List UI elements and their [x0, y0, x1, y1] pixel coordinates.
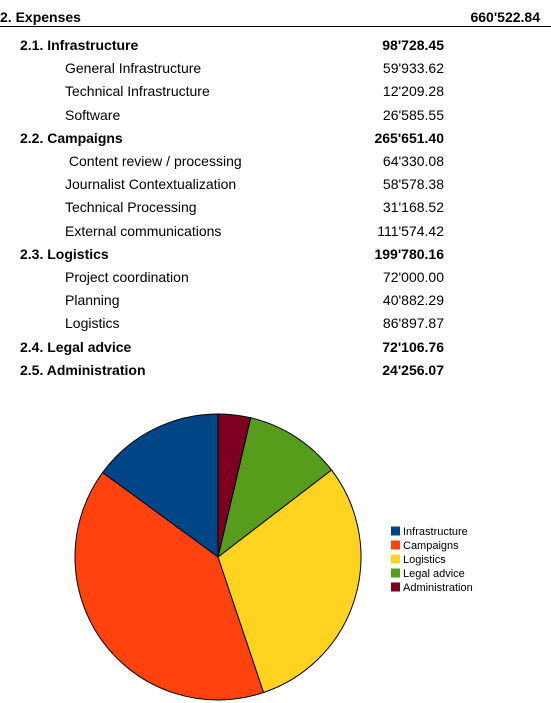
item-label: Project coordination	[65, 269, 189, 285]
legend-label: Administration	[403, 582, 473, 594]
item-value: 12'209.28	[382, 83, 444, 100]
item-value: 86'897.87	[382, 315, 444, 332]
legend-label: Campaigns	[403, 540, 459, 552]
item-label: Journalist Contextualization	[65, 176, 237, 193]
item-label: Technical Infrastructure	[65, 83, 210, 100]
legend-swatch	[391, 540, 400, 550]
section-value: 98'728.45	[382, 37, 444, 53]
section-title: 2. Expenses	[0, 9, 81, 25]
pie-slice	[101, 413, 219, 558]
legend-label: Legal advice	[403, 568, 465, 580]
legend-swatch	[391, 526, 400, 536]
item-value: 58'578.38	[382, 176, 444, 193]
section-label: 2.1. Infrastructure	[20, 37, 139, 53]
item-value: 40'882.29	[382, 292, 444, 309]
section-value: 265'651.40	[374, 129, 444, 146]
section-label: 2.2. Campaigns	[20, 129, 123, 146]
section-total: 660'522.84	[470, 9, 540, 25]
item-value: 26'585.55	[382, 106, 444, 123]
legend-label: Logistics	[403, 554, 446, 566]
item-label: Planning	[65, 292, 120, 309]
item-label: Content review / processing	[65, 153, 242, 169]
rule	[0, 26, 551, 27]
legend-swatch	[391, 554, 400, 564]
section-value: 72'106.76	[382, 338, 444, 355]
item-value: 59'933.62	[382, 60, 444, 77]
item-label: General Infrastructure	[65, 60, 202, 77]
section-value: 24'256.07	[382, 361, 444, 378]
pie-slice	[217, 413, 252, 558]
pie-slice	[74, 471, 265, 701]
item-label: External communications	[65, 222, 222, 239]
item-value: 111'574.42	[377, 222, 444, 239]
legend-label: Infrastructure	[403, 526, 468, 538]
section-label: 2.5. Administration	[20, 361, 146, 378]
section-label: 2.4. Legal advice	[20, 338, 132, 355]
item-value: 72'000.00	[382, 269, 444, 285]
item-label: Logistics	[65, 315, 120, 332]
item-label: Technical Processing	[65, 199, 197, 216]
legend-swatch	[391, 582, 400, 592]
pie-slice	[217, 469, 362, 694]
legend-swatch	[391, 568, 400, 578]
section-label: 2.3. Logistics	[20, 245, 109, 262]
item-label: Software	[65, 106, 121, 123]
item-value: 31'168.52	[382, 199, 444, 216]
pie-slice	[217, 417, 333, 559]
item-value: 64'330.08	[382, 153, 444, 169]
section-value: 199'780.16	[374, 245, 444, 262]
